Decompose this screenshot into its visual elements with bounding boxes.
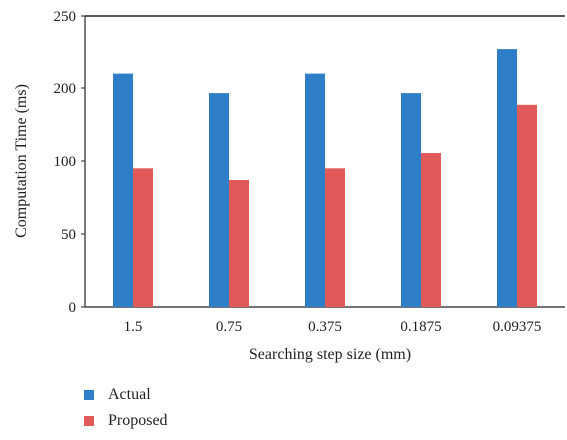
- legend-item-actual: Actual: [84, 382, 168, 408]
- bar-actual-0.375: [305, 73, 325, 307]
- bar-actual-1.5: [113, 73, 133, 307]
- y-tick-label: 200: [54, 81, 77, 97]
- bar-proposed-0.1875: [421, 152, 441, 307]
- x-tick-label: 0.1875: [400, 319, 441, 335]
- x-axis-label: Searching step size (mm): [249, 346, 411, 363]
- x-tick-label: 1.5: [124, 319, 143, 335]
- bar-proposed-1.5: [133, 168, 153, 307]
- legend-swatch-actual: [84, 390, 94, 400]
- bar-proposed-0.375: [325, 168, 345, 307]
- y-tick-label: 0: [69, 300, 77, 316]
- bar-proposed-0.75: [229, 179, 249, 307]
- y-axis-ticks: 0 50 100 200 250: [54, 9, 85, 316]
- legend-label-proposed: Proposed: [108, 412, 168, 429]
- chart-bars: [113, 49, 537, 308]
- x-tick-label: 0.375: [308, 319, 342, 335]
- bar-actual-0.1875: [401, 93, 421, 307]
- y-tick-label: 50: [61, 227, 76, 243]
- legend-swatch-proposed: [84, 416, 94, 426]
- chart-legend: Actual Proposed: [84, 382, 168, 434]
- x-axis-ticks: 1.5 0.75 0.375 0.1875 0.09375: [124, 319, 542, 335]
- bar-proposed-0.09375: [517, 104, 537, 307]
- bar-actual-0.75: [209, 93, 229, 307]
- legend-label-actual: Actual: [108, 386, 151, 403]
- y-tick-label: 250: [54, 9, 77, 25]
- bar-actual-0.09375: [497, 49, 517, 308]
- x-tick-label: 0.09375: [493, 319, 542, 335]
- y-tick-label: 100: [54, 154, 77, 170]
- x-tick-label: 0.75: [216, 319, 242, 335]
- y-axis-label: Computation Time (ms): [13, 84, 30, 238]
- legend-item-proposed: Proposed: [84, 408, 168, 434]
